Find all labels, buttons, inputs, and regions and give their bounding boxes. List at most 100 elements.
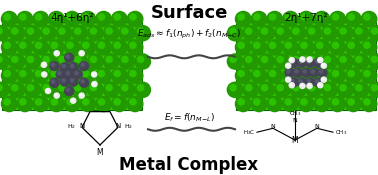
Circle shape [235,11,252,27]
Circle shape [363,41,371,49]
Circle shape [288,77,299,88]
Circle shape [345,96,362,112]
Circle shape [284,68,295,78]
Circle shape [355,84,363,92]
Circle shape [74,71,79,75]
Circle shape [81,62,85,67]
Circle shape [242,25,259,41]
Circle shape [300,57,303,60]
Circle shape [305,77,315,88]
Circle shape [299,56,306,63]
Circle shape [71,25,88,41]
Circle shape [361,39,378,56]
Circle shape [345,11,362,27]
Circle shape [290,53,307,70]
Circle shape [105,84,113,92]
Circle shape [290,58,293,61]
Circle shape [352,25,369,41]
Circle shape [269,13,276,21]
Circle shape [48,39,65,56]
Text: $\mathregular{H_3C}$: $\mathregular{H_3C}$ [243,128,255,137]
Circle shape [316,41,324,49]
Circle shape [129,98,137,106]
Circle shape [1,11,18,27]
Circle shape [87,53,104,70]
Circle shape [253,98,261,106]
Circle shape [92,72,95,75]
Circle shape [65,71,70,75]
Circle shape [95,11,112,27]
Circle shape [32,11,49,27]
Circle shape [352,53,369,70]
Circle shape [79,67,96,84]
Circle shape [35,13,42,21]
Circle shape [313,67,330,84]
Circle shape [282,11,299,27]
Circle shape [307,84,310,87]
Circle shape [286,63,289,66]
Circle shape [79,61,89,71]
Circle shape [58,27,66,35]
Text: Metal Complex: Metal Complex [119,156,259,174]
Circle shape [79,78,89,88]
Circle shape [3,41,11,49]
Text: M: M [292,136,298,145]
Circle shape [321,53,338,70]
Circle shape [269,70,276,77]
Circle shape [305,25,322,41]
Circle shape [3,13,11,21]
Circle shape [11,84,19,92]
Circle shape [79,93,82,96]
Circle shape [17,96,33,112]
Circle shape [127,96,144,112]
Circle shape [111,67,128,84]
Circle shape [311,69,315,74]
Circle shape [48,96,65,112]
Circle shape [82,98,90,106]
Circle shape [19,41,27,49]
Circle shape [297,67,314,84]
Circle shape [229,27,237,35]
Circle shape [318,58,321,61]
Circle shape [64,11,81,27]
Circle shape [229,84,237,92]
Circle shape [66,98,74,106]
Circle shape [32,96,49,112]
Circle shape [237,98,245,106]
Circle shape [113,70,121,77]
Circle shape [307,57,310,60]
Circle shape [54,93,57,96]
Circle shape [64,67,81,84]
Circle shape [0,53,10,70]
Circle shape [56,69,66,80]
Text: 2η¹+7η²: 2η¹+7η² [284,13,328,23]
Text: N: N [271,124,276,129]
Circle shape [313,96,330,112]
Circle shape [300,41,308,49]
Circle shape [308,56,316,63]
Circle shape [313,11,330,27]
Circle shape [35,70,42,77]
Circle shape [245,84,253,92]
Circle shape [24,82,41,98]
Circle shape [71,53,88,70]
Circle shape [227,82,244,98]
Circle shape [261,56,268,63]
Circle shape [235,96,252,112]
Circle shape [339,84,347,92]
Circle shape [111,39,128,56]
Circle shape [290,83,293,86]
Circle shape [45,88,51,94]
Circle shape [90,56,97,63]
Circle shape [118,53,135,70]
Circle shape [56,53,73,70]
Circle shape [292,84,300,92]
Circle shape [285,41,292,49]
Circle shape [290,79,295,83]
Circle shape [302,69,307,74]
Circle shape [266,67,283,84]
Circle shape [297,96,314,112]
Circle shape [27,84,34,92]
Circle shape [27,56,34,63]
Circle shape [1,39,18,56]
